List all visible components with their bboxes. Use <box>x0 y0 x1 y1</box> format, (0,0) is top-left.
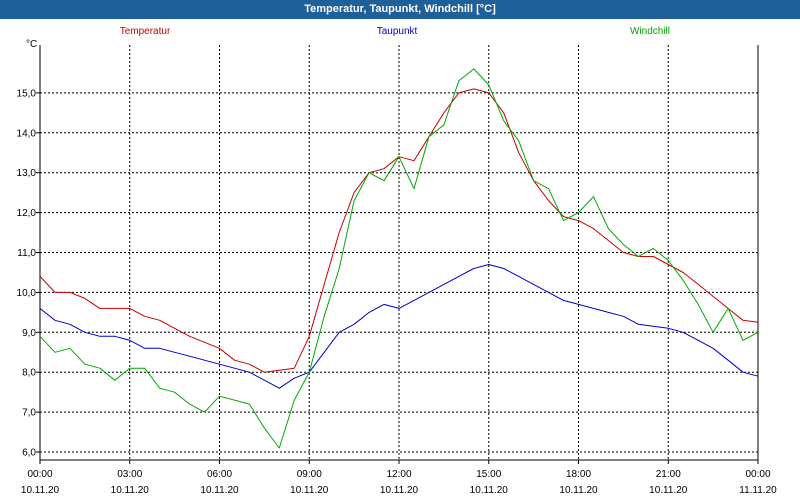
y-tick-label: 7,0 <box>22 408 36 419</box>
x-tick-date: 10.11.20 <box>649 485 688 496</box>
legend: Temperatur Taupunkt Windchill <box>120 26 670 37</box>
x-tick-date: 10.11.20 <box>200 485 239 496</box>
x-tick-time: 15:00 <box>476 469 501 480</box>
y-tick-label: 8,0 <box>22 368 36 379</box>
series-lines <box>39 68 759 449</box>
y-tick-label: 6,0 <box>22 448 36 459</box>
chart-area: °C 6,07,08,09,010,011,012,013,014,015,0 … <box>17 26 778 496</box>
y-tick-label: 9,0 <box>22 328 36 339</box>
x-tick-time: 12:00 <box>386 469 411 480</box>
grid <box>40 45 758 460</box>
y-tick-labels: 6,0 7,0 8,0 9,0 10,0 11,0 12,0 13,0 14,0 15,0 <box>17 88 40 459</box>
x-tick-date: 10.11.20 <box>21 485 60 496</box>
y-tick-label: 13,0 <box>17 168 37 179</box>
series-line-windchill <box>39 68 759 449</box>
x-tick-labels: 00:00 10.11.20 03:00 10.11.20 06:00 10.11.20 0… <box>21 460 777 496</box>
x-tick-time: 03:00 <box>117 469 142 480</box>
y-axis-label: °C <box>26 39 37 50</box>
x-tick-time: 09:00 <box>297 469 322 480</box>
y-tick-label: 11,0 <box>17 248 36 259</box>
x-tick-date: 10.11.20 <box>380 485 419 496</box>
legend-taupunkt: Taupunkt <box>377 26 418 37</box>
legend-temperatur: Temperatur <box>120 26 171 37</box>
y-tick-label: 15,0 <box>17 88 37 99</box>
x-tick-time: 06:00 <box>207 469 232 480</box>
x-tick-date: 10.11.20 <box>111 485 150 496</box>
x-tick-date: 10.11.20 <box>470 485 509 496</box>
y-tick-label: 10,0 <box>17 288 37 299</box>
y-tick-label: 14,0 <box>17 128 37 139</box>
x-tick-time: 00:00 <box>27 469 52 480</box>
x-tick-date: 10.11.20 <box>290 485 329 496</box>
chart-title: Temperatur, Taupunkt, Windchill [°C] <box>0 0 800 19</box>
x-tick-date: 11.11.20 <box>739 485 777 496</box>
x-tick-time: 21:00 <box>656 469 681 480</box>
legend-windchill: Windchill <box>630 26 670 37</box>
series-line-taupunkt <box>39 264 759 389</box>
y-tick-label: 12,0 <box>17 208 37 219</box>
x-tick-time: 00:00 <box>745 469 770 480</box>
x-tick-date: 10.11.20 <box>559 485 598 496</box>
x-tick-time: 18:00 <box>566 469 591 480</box>
